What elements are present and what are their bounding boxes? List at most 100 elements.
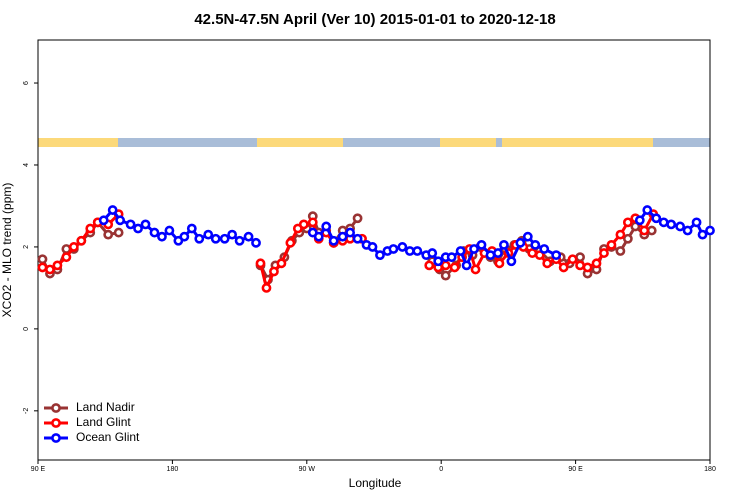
data-point	[622, 233, 633, 244]
data-point	[469, 244, 479, 254]
data-point	[642, 205, 653, 215]
data-point	[352, 213, 363, 224]
data-point	[449, 262, 460, 273]
data-point	[440, 270, 451, 281]
data-point	[493, 248, 503, 258]
data-point	[440, 260, 451, 271]
data-point	[115, 215, 126, 226]
x-tick-label: 180	[704, 466, 716, 473]
data-point	[485, 250, 496, 261]
data-point	[103, 229, 114, 240]
data-point	[404, 246, 415, 256]
data-point	[658, 217, 669, 228]
land-strip	[38, 138, 118, 147]
data-point	[37, 254, 48, 265]
data-point	[675, 221, 686, 232]
data-point	[227, 229, 238, 240]
data-point	[98, 215, 109, 226]
data-point	[539, 244, 550, 254]
data-point	[328, 235, 339, 246]
data-point	[515, 237, 526, 248]
y-tick-label: 0	[23, 327, 30, 331]
y-tick-label: 4	[23, 163, 30, 167]
data-point	[367, 242, 378, 252]
legend-marker	[51, 403, 61, 413]
data-point	[697, 229, 708, 240]
data-point	[298, 219, 309, 230]
legend-label: Land Glint	[76, 415, 131, 429]
data-point	[567, 254, 578, 265]
data-point	[388, 244, 399, 254]
data-point	[705, 225, 715, 236]
data-point	[651, 213, 662, 224]
legend-marker	[51, 433, 61, 443]
legend-marker	[51, 418, 61, 428]
x-tick-label: 90 W	[299, 466, 316, 473]
data-point	[666, 219, 677, 230]
data-point	[234, 235, 245, 246]
data-point	[157, 231, 167, 242]
ocean-strip	[343, 138, 440, 147]
data-point	[113, 227, 124, 238]
chart-title: 42.5N-47.5N April (Ver 10) 2015-01-01 to…	[194, 11, 555, 28]
data-point	[307, 217, 318, 228]
data-point	[691, 217, 702, 228]
data-point	[461, 260, 472, 271]
data-point	[522, 231, 533, 242]
land-strip	[440, 138, 496, 147]
data-point	[615, 229, 626, 240]
data-point	[427, 248, 438, 258]
data-point	[261, 283, 272, 293]
x-tick-label: 90 E	[31, 466, 46, 473]
data-point	[321, 221, 332, 232]
data-point	[534, 250, 545, 261]
data-point	[133, 223, 143, 234]
legend-label: Land Nadir	[76, 400, 135, 414]
data-point	[352, 233, 363, 244]
data-point	[494, 258, 505, 269]
data-point	[615, 246, 626, 256]
data-point	[179, 231, 190, 242]
data-point	[527, 248, 538, 258]
legend-label: Ocean Glint	[76, 430, 140, 444]
data-point	[337, 231, 348, 242]
data-point	[285, 237, 296, 248]
x-tick-label: 0	[439, 466, 443, 473]
data-point	[276, 258, 287, 269]
data-point	[37, 262, 48, 273]
y-tick-label: -2	[23, 408, 30, 414]
data-point	[243, 231, 254, 242]
land-strip	[502, 138, 653, 147]
data-point	[61, 252, 72, 263]
data-point	[470, 264, 481, 275]
data-point	[140, 219, 151, 230]
data-point	[542, 258, 553, 269]
data-point	[76, 235, 87, 246]
data-point	[255, 258, 266, 269]
data-point	[210, 233, 221, 244]
data-point	[52, 260, 63, 271]
data-point	[506, 256, 517, 267]
y-tick-label: 2	[23, 245, 30, 249]
data-point	[164, 225, 175, 236]
data-point	[269, 266, 279, 277]
data-point	[634, 215, 645, 226]
land-strip	[257, 138, 343, 147]
data-point	[186, 223, 197, 234]
data-point	[424, 260, 435, 271]
plot-frame	[37, 39, 711, 461]
data-point	[251, 237, 261, 248]
data-point	[551, 250, 562, 261]
data-point	[45, 264, 55, 275]
y-axis-label: XCO2 - MLO trend (ppm)	[0, 183, 14, 318]
data-point	[219, 233, 230, 244]
data-point	[582, 262, 593, 273]
data-point	[682, 225, 693, 236]
data-point	[68, 242, 79, 252]
ocean-strip	[118, 138, 257, 147]
data-point	[499, 239, 509, 250]
data-point	[194, 233, 205, 244]
data-point	[433, 256, 444, 267]
